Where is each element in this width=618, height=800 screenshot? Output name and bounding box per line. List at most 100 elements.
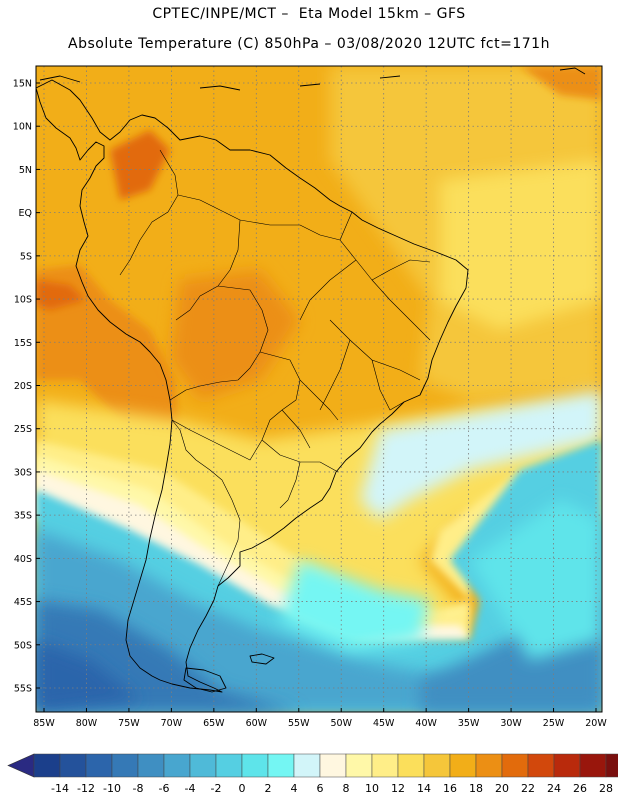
colorbar-label: 10 <box>365 782 379 795</box>
title-line-2: Absolute Temperature (C) 850hPa – 03/08/… <box>68 36 550 52</box>
lon-tick-label: 35W <box>458 718 480 729</box>
field-band-12-south <box>36 440 602 660</box>
colorbar-label: -2 <box>211 782 222 795</box>
field-band-14-atlantic <box>440 160 602 330</box>
colorbar-label: 22 <box>521 782 535 795</box>
lat-tick-label: 25S <box>14 424 32 435</box>
colorbar-swatch <box>449 753 477 778</box>
colorbar-swatch <box>137 753 165 778</box>
lat-tick-label: 30S <box>14 467 32 478</box>
field-band-20-ne <box>520 66 602 100</box>
colorbar-swatch <box>345 753 373 778</box>
colorbar-label: -4 <box>185 782 196 795</box>
field-band-6-atlantic <box>360 390 602 520</box>
colorbar-label: -14 <box>51 782 69 795</box>
colorbar-label: 24 <box>547 782 561 795</box>
lat-tick-label: 45S <box>14 597 32 608</box>
lat-tick-label: 55S <box>14 684 32 695</box>
colorbar-swatch <box>33 753 61 778</box>
lon-tick-label: 65W <box>203 718 225 729</box>
lon-tick-label: 20W <box>585 718 607 729</box>
colorbar-label: 18 <box>469 782 483 795</box>
coastlines <box>36 67 586 693</box>
lon-tick-label: 55W <box>288 718 310 729</box>
field-band-22-pacific <box>36 280 85 310</box>
field-band-22-andes <box>110 130 170 200</box>
field-band-2-se <box>470 500 602 660</box>
lon-tick-label: 85W <box>33 718 55 729</box>
colorbar-label: -8 <box>133 782 144 795</box>
colorbar-label: 14 <box>417 782 431 795</box>
lat-tick-label: 20S <box>14 381 32 392</box>
lat-tick-label: 5N <box>19 165 32 176</box>
colorbar-swatch <box>527 753 555 778</box>
colorbar-label: 26 <box>573 782 587 795</box>
colorbar-label: 12 <box>391 782 405 795</box>
lat-tick-label: 10N <box>13 122 32 133</box>
colorbar-swatch <box>501 753 529 778</box>
field-band-4-argentine <box>280 560 430 650</box>
title-line-1: CPTEC/INPE/MCT – Eta Model 15km – GFS <box>152 6 466 22</box>
lon-tick-label: 30W <box>500 718 522 729</box>
lon-tick-label: 25W <box>543 718 565 729</box>
colorbar: -14 -12 -10 -8 -6 -4 -2 0 2 4 6 8 10 12 14 16 18 20 22 24 26… <box>7 753 618 795</box>
colorbar-swatch <box>475 753 503 778</box>
colorbar-swatch <box>423 753 451 778</box>
lat-tick-label: 35S <box>14 511 32 522</box>
field-band-20-central <box>170 270 300 400</box>
colorbar-swatch <box>189 753 217 778</box>
colorbar-label: 0 <box>239 782 246 795</box>
lon-tick-label: 60W <box>246 718 268 729</box>
lat-tick-label: EQ <box>19 208 32 219</box>
colorbar-swatch <box>59 753 87 778</box>
lon-tick-label: 45W <box>373 718 395 729</box>
plot-frame <box>35 65 603 713</box>
colorbar-label: 2 <box>265 782 272 795</box>
colorbar-swatch <box>371 753 399 778</box>
colorbar-label: -10 <box>103 782 121 795</box>
colorbar-label: 28 <box>599 782 613 795</box>
tierra-del-fuego <box>183 667 227 693</box>
colorbar-swatch <box>605 753 618 778</box>
colorbar-swatch <box>215 753 243 778</box>
colorbar-swatch <box>267 753 295 778</box>
colorbar-under-triangle <box>7 753 35 778</box>
colorbar-label: -12 <box>77 782 95 795</box>
colorbar-swatch <box>579 753 607 778</box>
lat-tick-label: 15N <box>13 79 32 90</box>
colorbar-label: 4 <box>291 782 298 795</box>
field-band-10-south <box>36 455 470 620</box>
temperature-field <box>36 66 602 712</box>
lon-tick-label: 50W <box>330 718 352 729</box>
lat-tick-label: 5S <box>20 251 32 262</box>
lat-tick-label: 15S <box>14 338 32 349</box>
lon-tick-label: 70W <box>161 718 183 729</box>
field-band-minus10-sw <box>36 640 140 712</box>
falklands <box>249 653 275 665</box>
colorbar-swatch <box>397 753 425 778</box>
latitude-axis: 15N 10N 5N EQ 5S 10S 15S 20S 25S 30S 35S 40S 45S 50S 5… <box>13 79 40 695</box>
colorbar-label: 16 <box>443 782 457 795</box>
colorbar-swatch <box>241 753 269 778</box>
lat-tick-label: 50S <box>14 640 32 651</box>
colorbar-label: 20 <box>495 782 509 795</box>
lat-tick-label: 10S <box>14 295 32 306</box>
caribbean-islands <box>39 67 586 91</box>
colorbar-swatch <box>553 753 581 778</box>
colorbar-swatch <box>293 753 321 778</box>
south-america-coastline <box>36 79 469 693</box>
longitude-axis: 85W 80W 75W 70W 65W 60W 55W 50W 45W 40W 35W 30W 25W 2… <box>33 708 607 729</box>
colorbar-label: 8 <box>343 782 350 795</box>
country-borders <box>119 149 431 587</box>
colorbar-label: -6 <box>159 782 170 795</box>
lon-tick-label: 75W <box>118 718 140 729</box>
lon-tick-label: 80W <box>76 718 98 729</box>
lon-tick-label: 40W <box>415 718 437 729</box>
colorbar-swatch <box>85 753 113 778</box>
lat-tick-label: 40S <box>14 554 32 565</box>
colorbar-swatch <box>319 753 347 778</box>
colorbar-swatch <box>111 753 139 778</box>
field-band-8-south <box>36 470 470 645</box>
colorbar-label: 6 <box>317 782 324 795</box>
